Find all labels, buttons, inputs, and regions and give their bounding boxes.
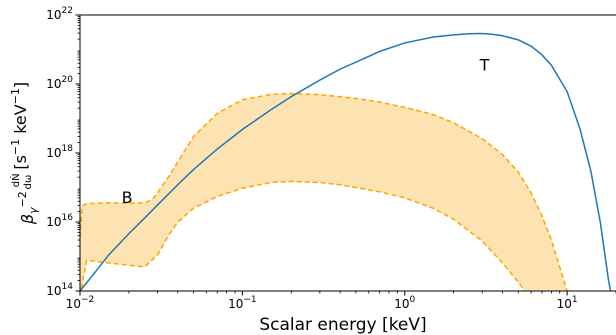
x-tick-label-base: 10 [557, 297, 572, 311]
y-label-units-close: ] [11, 82, 30, 88]
y-tick-label-base: 10 [46, 146, 61, 160]
y-label-units-sup1: −1 [9, 139, 22, 155]
band-upper-line [80, 92, 568, 291]
y-label-beta-sup: −2 [16, 191, 29, 207]
y-tick-label: 1014 [46, 282, 73, 298]
y-tick-label-exp: 16 [62, 213, 74, 223]
annotation-label-b: B [122, 188, 133, 207]
y-label-beta-sub: γ [27, 207, 40, 214]
y-tick-label-base: 10 [46, 77, 61, 91]
band-lower-line [80, 180, 526, 291]
y-label-units-open: [s [11, 155, 30, 170]
y-tick-label-base: 10 [46, 8, 61, 22]
x-tick-label: 10−2 [66, 295, 95, 311]
x-axis-label: Scalar energy [keV] [259, 315, 426, 335]
x-tick-label-base: 10 [394, 297, 409, 311]
y-tick-label: 1022 [46, 6, 73, 22]
y-label-beta: β [18, 214, 37, 225]
y-tick-label-base: 10 [46, 215, 61, 229]
y-label-frac: dṄdω [9, 173, 34, 189]
y-tick-label: 1020 [46, 75, 73, 91]
x-tick-label-exp: −2 [81, 295, 94, 305]
y-label-frac-num: dṄ [9, 173, 22, 187]
x-tick-label: 101 [557, 295, 578, 311]
y-label-frac-den: dω [23, 175, 34, 190]
annotations: TB [122, 55, 490, 207]
y-tick-label: 1018 [46, 144, 73, 160]
y-tick-label-base: 10 [46, 284, 61, 298]
y-tick-label-exp: 18 [62, 144, 74, 154]
y-tick-label-exp: 20 [62, 75, 74, 85]
x-tick-label-base: 10 [66, 297, 81, 311]
y-tick-label: 1016 [46, 213, 73, 229]
y-label-units-sup2: −1 [9, 88, 22, 104]
x-tick-label: 10−1 [228, 295, 257, 311]
y-tick-label-exp: 14 [62, 282, 74, 292]
x-tick-label-exp: −1 [243, 295, 256, 305]
x-tick-label: 100 [394, 295, 415, 311]
y-axis-label: βγ−2dṄdω[s−1 keV−1] [9, 82, 40, 225]
x-tick-label-exp: 1 [572, 295, 578, 305]
x-tick-label-base: 10 [228, 297, 243, 311]
y-label-units-mid: keV [11, 104, 30, 139]
plot-area [80, 32, 612, 291]
x-ticks: 10−2 10−1 100 101 [66, 291, 616, 311]
band-fill [80, 93, 568, 291]
y-tick-label-exp: 22 [62, 6, 73, 16]
annotation-label-t: T [479, 55, 490, 74]
series-line-0 [80, 32, 612, 291]
x-tick-label-exp: 0 [410, 295, 416, 305]
